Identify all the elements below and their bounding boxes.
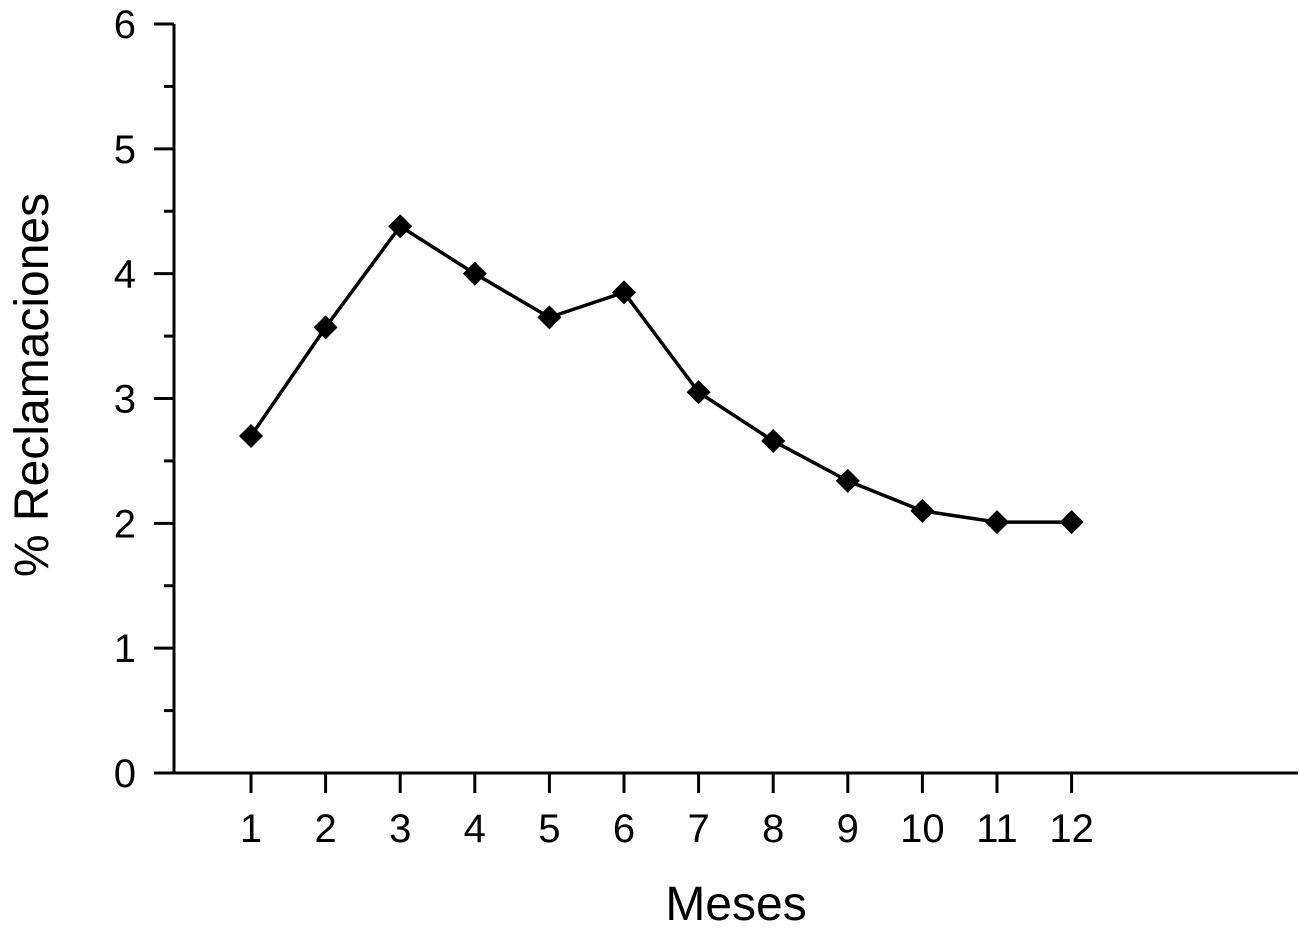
y-tick-label: 3 (114, 378, 136, 422)
y-tick-label: 6 (114, 3, 136, 47)
data-point-marker (612, 280, 636, 305)
data-point-marker (239, 423, 263, 448)
data-point-marker (1059, 510, 1084, 535)
x-tick-label: 9 (837, 807, 859, 851)
x-tick-label: 5 (538, 807, 560, 851)
series-group (239, 214, 1084, 535)
y-tick-label: 4 (114, 253, 136, 297)
data-point-marker (313, 315, 338, 340)
x-axis-title: Meses (665, 878, 806, 931)
y-tick-label: 5 (114, 128, 136, 172)
x-tick-label: 7 (687, 807, 709, 851)
x-tick-label: 12 (1049, 807, 1094, 851)
series-line (249, 224, 1072, 524)
y-tick-label: 1 (114, 627, 136, 671)
data-point-marker (686, 380, 711, 405)
y-axis: 0 1 2 3 4 5 6 (114, 3, 176, 796)
x-tick-label: 6 (613, 807, 635, 851)
data-point-marker (388, 214, 413, 239)
data-point-marker (761, 428, 786, 453)
x-tick-label: 11 (976, 807, 1018, 851)
x-tick-label: 3 (389, 807, 411, 851)
y-tick-label: 2 (114, 502, 136, 546)
data-point-marker (462, 261, 487, 286)
x-tick-label: 10 (900, 807, 945, 851)
x-tick-label: 2 (314, 807, 336, 851)
data-point-marker (835, 468, 860, 493)
data-point-marker (537, 305, 562, 330)
x-tick-label: 4 (464, 807, 486, 851)
x-axis: 1 2 3 4 5 6 7 8 9 10 11 12 (154, 771, 1298, 851)
data-point-marker (910, 498, 935, 523)
data-point-marker (985, 510, 1009, 535)
y-axis-title: % Reclamaciones (6, 193, 59, 577)
x-tick-label: 8 (762, 807, 784, 851)
x-tick-label: 1 (240, 807, 262, 851)
y-tick-label: 0 (114, 752, 136, 796)
